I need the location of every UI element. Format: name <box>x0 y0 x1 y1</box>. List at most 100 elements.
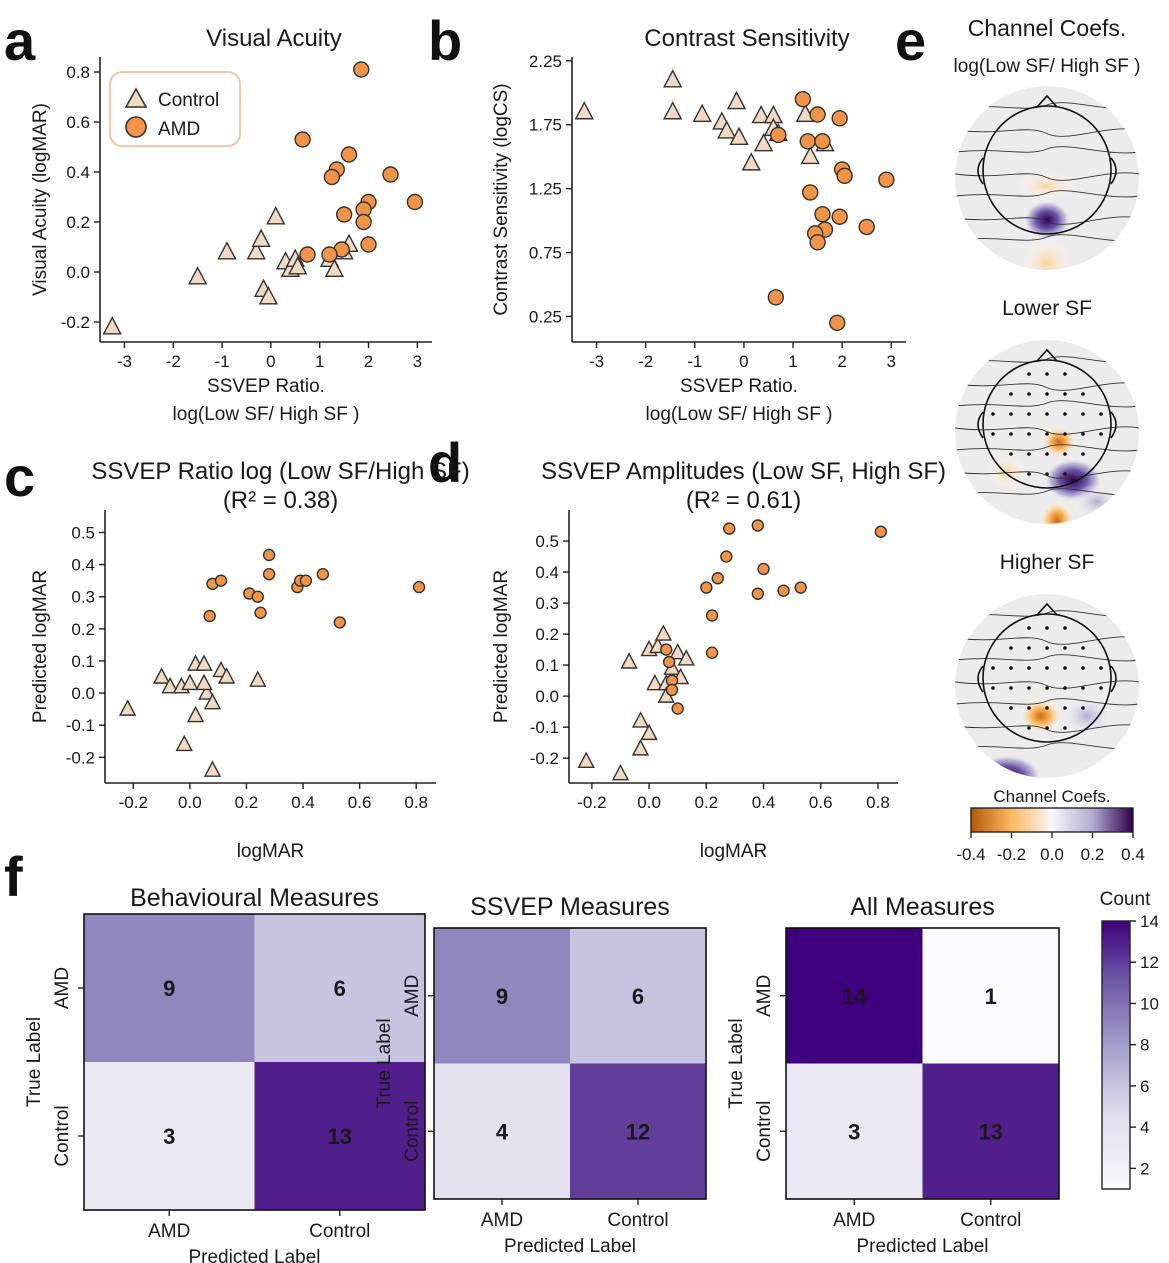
electrode-dot <box>1081 686 1085 690</box>
electrode-dot <box>1099 412 1103 416</box>
y-tick-label: 0.3 <box>535 594 559 613</box>
y-tick-label: 0.75 <box>529 244 562 263</box>
control-point <box>246 241 266 260</box>
electrode-dot <box>991 686 995 690</box>
electrode-dot <box>1099 686 1103 690</box>
amd-point <box>751 587 765 600</box>
row-label: Control <box>402 1101 423 1162</box>
amd-point <box>767 289 785 306</box>
positive-coef-blob <box>1023 200 1071 240</box>
amd-point <box>858 218 875 236</box>
y-tick-label: 0.25 <box>529 307 562 326</box>
control-point <box>640 723 658 741</box>
electrode-dot <box>1045 432 1049 436</box>
control-point <box>663 101 683 120</box>
control-point <box>620 652 638 669</box>
electrode-dot <box>1045 392 1049 396</box>
electrode-dot <box>1045 372 1049 376</box>
x-tick-label: 0 <box>266 352 275 371</box>
control-point <box>751 104 771 124</box>
x-tick-label: 0.8 <box>866 793 890 812</box>
contour-line <box>955 698 1139 706</box>
x-tick-label: 2 <box>364 352 373 371</box>
y-tick-label: 1.75 <box>529 116 562 135</box>
confusion-frame <box>785 927 1060 1200</box>
confusion-cell-value: 6 <box>632 984 644 1009</box>
colorbar-tick-label: 4 <box>1140 1118 1149 1137</box>
row-label: Control <box>754 1101 775 1162</box>
y-tick-label: 0.2 <box>535 625 559 644</box>
x-tick-label: 0.6 <box>809 793 833 812</box>
x-tick-label: -3 <box>589 352 604 371</box>
panel-letter-b: b <box>428 9 462 72</box>
amd-point <box>814 133 831 150</box>
control-point <box>249 670 267 687</box>
panel-letter-a: a <box>4 9 36 72</box>
chart-title: SSVEP Amplitudes (Low SF, High SF) <box>541 458 946 485</box>
y-tick-label: 0.6 <box>66 113 90 132</box>
col-label: Control <box>960 1210 1021 1231</box>
confusion-cell-value: 13 <box>979 1119 1003 1144</box>
y-tick-label: 0.1 <box>71 652 95 671</box>
confusion-cell-value: 13 <box>328 1124 352 1149</box>
control-point <box>800 145 820 165</box>
control-point <box>729 126 749 146</box>
x-tick-label: 0.2 <box>695 793 719 812</box>
control-point <box>741 152 761 171</box>
electrode-dot <box>1027 646 1031 650</box>
amd-point <box>711 572 724 585</box>
scatter-panel-b: Contrast Sensitivity -3 -2 -1 0 1 2 3 0.25 0.75 1.… <box>491 25 906 425</box>
amd-point <box>660 643 673 656</box>
control-point <box>203 760 222 777</box>
colorbar-f-label: Count <box>1100 889 1151 910</box>
electrode-dot <box>1027 412 1031 416</box>
electrode-dot <box>1009 686 1013 690</box>
amd-point <box>777 584 790 597</box>
colorbar-tick-label: 10 <box>1140 994 1159 1013</box>
col-label: AMD <box>833 1210 875 1231</box>
amd-point <box>262 548 276 562</box>
electrode-dot <box>1009 706 1013 710</box>
electrode-dot <box>1045 646 1049 650</box>
electrode-dot <box>1063 666 1067 670</box>
y-tick-label: 0.0 <box>535 687 559 706</box>
electrode-dot <box>1027 432 1031 436</box>
electrode-dot <box>1045 472 1049 476</box>
electrode-dot <box>1045 686 1049 690</box>
y-tick-label: -0.2 <box>61 313 90 332</box>
electrode-dot <box>1063 392 1067 396</box>
contour-line <box>955 234 1139 242</box>
amd-point <box>251 590 264 603</box>
chart-title: Contrast Sensitivity <box>644 25 849 52</box>
electrode-dot <box>1027 626 1031 630</box>
y-tick-label: 0.1 <box>535 656 559 675</box>
control-point <box>186 705 205 723</box>
control-point <box>187 266 208 285</box>
y-axis-label: True Label <box>374 1018 395 1108</box>
electrode-dot <box>1063 706 1067 710</box>
amd-point <box>294 131 311 148</box>
confusion-cell <box>84 914 255 1062</box>
amd-point <box>665 683 679 697</box>
amd-point <box>662 655 676 669</box>
y-tick-label: 2.25 <box>529 52 562 71</box>
control-point <box>669 642 687 660</box>
control-point <box>198 683 216 700</box>
electrode-dot <box>1027 726 1031 730</box>
y-tick-label: 0.8 <box>66 63 90 82</box>
right-ear <box>1110 411 1117 439</box>
legend-amd-label: AMD <box>158 119 200 140</box>
electrode-dot <box>1009 646 1013 650</box>
confusion-cell <box>434 928 570 1064</box>
amd-point <box>829 314 846 332</box>
amd-point <box>770 126 787 144</box>
contour-line <box>955 128 1139 137</box>
confusion-cell-value: 9 <box>496 984 508 1009</box>
amd-point <box>809 106 826 123</box>
amd-point <box>353 61 370 78</box>
colorbar-tick-label: 0.0 <box>1040 845 1064 864</box>
nose-outline <box>1036 348 1058 362</box>
panel-letter-f: f <box>4 845 23 908</box>
x-tick-label: 0.4 <box>291 793 315 812</box>
